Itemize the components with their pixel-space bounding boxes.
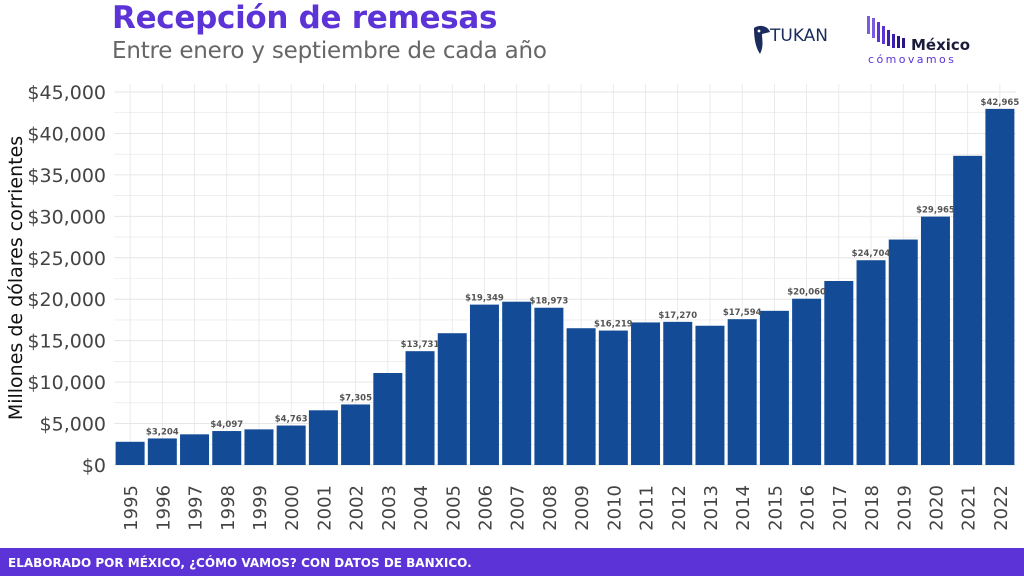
y-tick-label: $35,000	[27, 165, 106, 187]
data-label-2010: $16,219	[594, 320, 633, 330]
x-tick-label: 2004	[411, 485, 432, 531]
y-tick-label: $0	[82, 455, 106, 477]
x-tick-label: 2021	[959, 485, 980, 531]
bar-2019	[888, 239, 918, 465]
x-tick-label: 2022	[991, 485, 1012, 531]
bar-2017	[824, 280, 854, 465]
y-tick-label: $30,000	[27, 206, 106, 228]
bar-chart: $0 $5,000 $10,000 $15,000 $20,000 $25,000 $30,…	[5, 82, 1019, 531]
x-tick-label: 1997	[186, 485, 207, 531]
data-label-2018: $24,704	[852, 249, 891, 259]
x-tick-label: 2018	[862, 485, 883, 531]
mcv-logo-title: México	[911, 36, 971, 54]
data-label-2016: $20,060	[787, 288, 826, 298]
bar-2018	[856, 260, 886, 465]
data-label-2020: $29,965	[916, 206, 955, 216]
x-tick-label: 2016	[798, 485, 819, 531]
y-tick-label: $20,000	[27, 289, 106, 311]
bar-2004	[405, 351, 435, 465]
y-axis-ticks: $0 $5,000 $10,000 $15,000 $20,000 $25,000 $30,…	[27, 82, 106, 477]
x-tick-label: 1999	[250, 485, 271, 531]
chart-title: Recepción de remesas	[112, 0, 498, 36]
y-tick-label: $15,000	[27, 331, 106, 353]
x-tick-label: 2005	[443, 485, 464, 531]
x-tick-label: 2014	[733, 485, 754, 531]
bar-2002	[341, 404, 371, 465]
bar-2010	[598, 330, 628, 465]
tukan-logo-text: TUKAN	[770, 26, 829, 46]
data-label-1998: $4,097	[210, 420, 243, 430]
x-tick-label: 2006	[475, 485, 496, 531]
bar-2001	[308, 410, 338, 465]
bar-2013	[695, 325, 725, 465]
data-label-2008: $18,973	[530, 297, 569, 307]
y-tick-label: $40,000	[27, 123, 106, 145]
bar-2020	[920, 216, 950, 465]
x-tick-label: 2000	[282, 485, 303, 531]
tukan-logo: TUKAN	[750, 18, 840, 58]
bar-2014	[727, 319, 757, 465]
bar-2008	[534, 307, 564, 465]
data-label-2022: $42,965	[981, 98, 1020, 108]
bar-1995	[115, 441, 145, 465]
bars-icon	[867, 16, 905, 48]
x-tick-label: 2002	[347, 485, 368, 531]
bar-2003	[373, 372, 403, 465]
x-tick-label: 2001	[314, 485, 335, 531]
x-tick-label: 2003	[379, 485, 400, 531]
y-axis-label: Millones de dólares corrientes	[5, 136, 27, 420]
data-label-2012: $17,270	[658, 311, 697, 321]
x-tick-label: 2019	[894, 485, 915, 531]
data-label-2002: $7,305	[339, 393, 372, 403]
bar-2011	[631, 322, 661, 465]
bar-2015	[759, 310, 789, 465]
bar-2012	[663, 321, 693, 465]
footer-bar: ELABORADO POR MÉXICO, ¿CÓMO VAMOS? CON D…	[0, 548, 1024, 576]
bar-2016	[792, 298, 822, 465]
x-tick-label: 2012	[669, 485, 690, 531]
data-label-2004: $13,731	[401, 340, 440, 350]
footer-source-text: ELABORADO POR MÉXICO, ¿CÓMO VAMOS? CON D…	[8, 556, 472, 570]
bar-2005	[437, 333, 467, 465]
data-label-2014: $17,594	[723, 308, 762, 318]
x-tick-label: 1996	[153, 485, 174, 531]
bar-1997	[180, 434, 210, 465]
y-tick-label: $25,000	[27, 248, 106, 270]
data-label-2006: $19,349	[465, 294, 504, 304]
data-label-1996: $3,204	[146, 427, 179, 437]
bar-2006	[469, 304, 499, 465]
toucan-icon	[754, 25, 770, 54]
y-tick-label: $5,000	[40, 414, 106, 436]
x-tick-label: 2007	[508, 485, 529, 531]
data-label-2000: $4,763	[275, 415, 308, 425]
bar-2022	[985, 108, 1015, 465]
x-tick-label: 2013	[701, 485, 722, 531]
chart-subtitle: Entre enero y septiembre de cada año	[112, 38, 547, 64]
mexico-como-vamos-logo: México cómovamos	[866, 14, 986, 66]
x-tick-label: 2015	[765, 485, 786, 531]
x-tick-label: 1998	[218, 485, 239, 531]
bar-2000	[276, 425, 306, 465]
x-tick-label: 2017	[830, 485, 851, 531]
y-tick-label: $45,000	[27, 82, 106, 104]
x-tick-label: 2009	[572, 485, 593, 531]
mcv-logo-subtitle: cómovamos	[868, 53, 957, 66]
x-tick-label: 2008	[540, 485, 561, 531]
x-tick-label: 1995	[121, 485, 142, 531]
bars	[115, 108, 1015, 465]
x-tick-label: 2011	[637, 485, 658, 531]
y-tick-label: $10,000	[27, 372, 106, 394]
data-labels: $3,204 $4,097 $4,763 $7,305 $13,731 $19,349 $1…	[146, 98, 1019, 438]
bar-2021	[953, 155, 983, 465]
x-axis-ticks: 1995 1996 1997 1998 1999 2000 2001 2002 2003 2004…	[121, 485, 1012, 531]
x-tick-label: 2010	[604, 485, 625, 531]
bar-1996	[147, 438, 177, 465]
bar-2009	[566, 328, 596, 465]
x-tick-label: 2020	[926, 485, 947, 531]
bar-2007	[502, 301, 532, 465]
bar-1998	[212, 431, 242, 465]
bar-1999	[244, 429, 274, 465]
